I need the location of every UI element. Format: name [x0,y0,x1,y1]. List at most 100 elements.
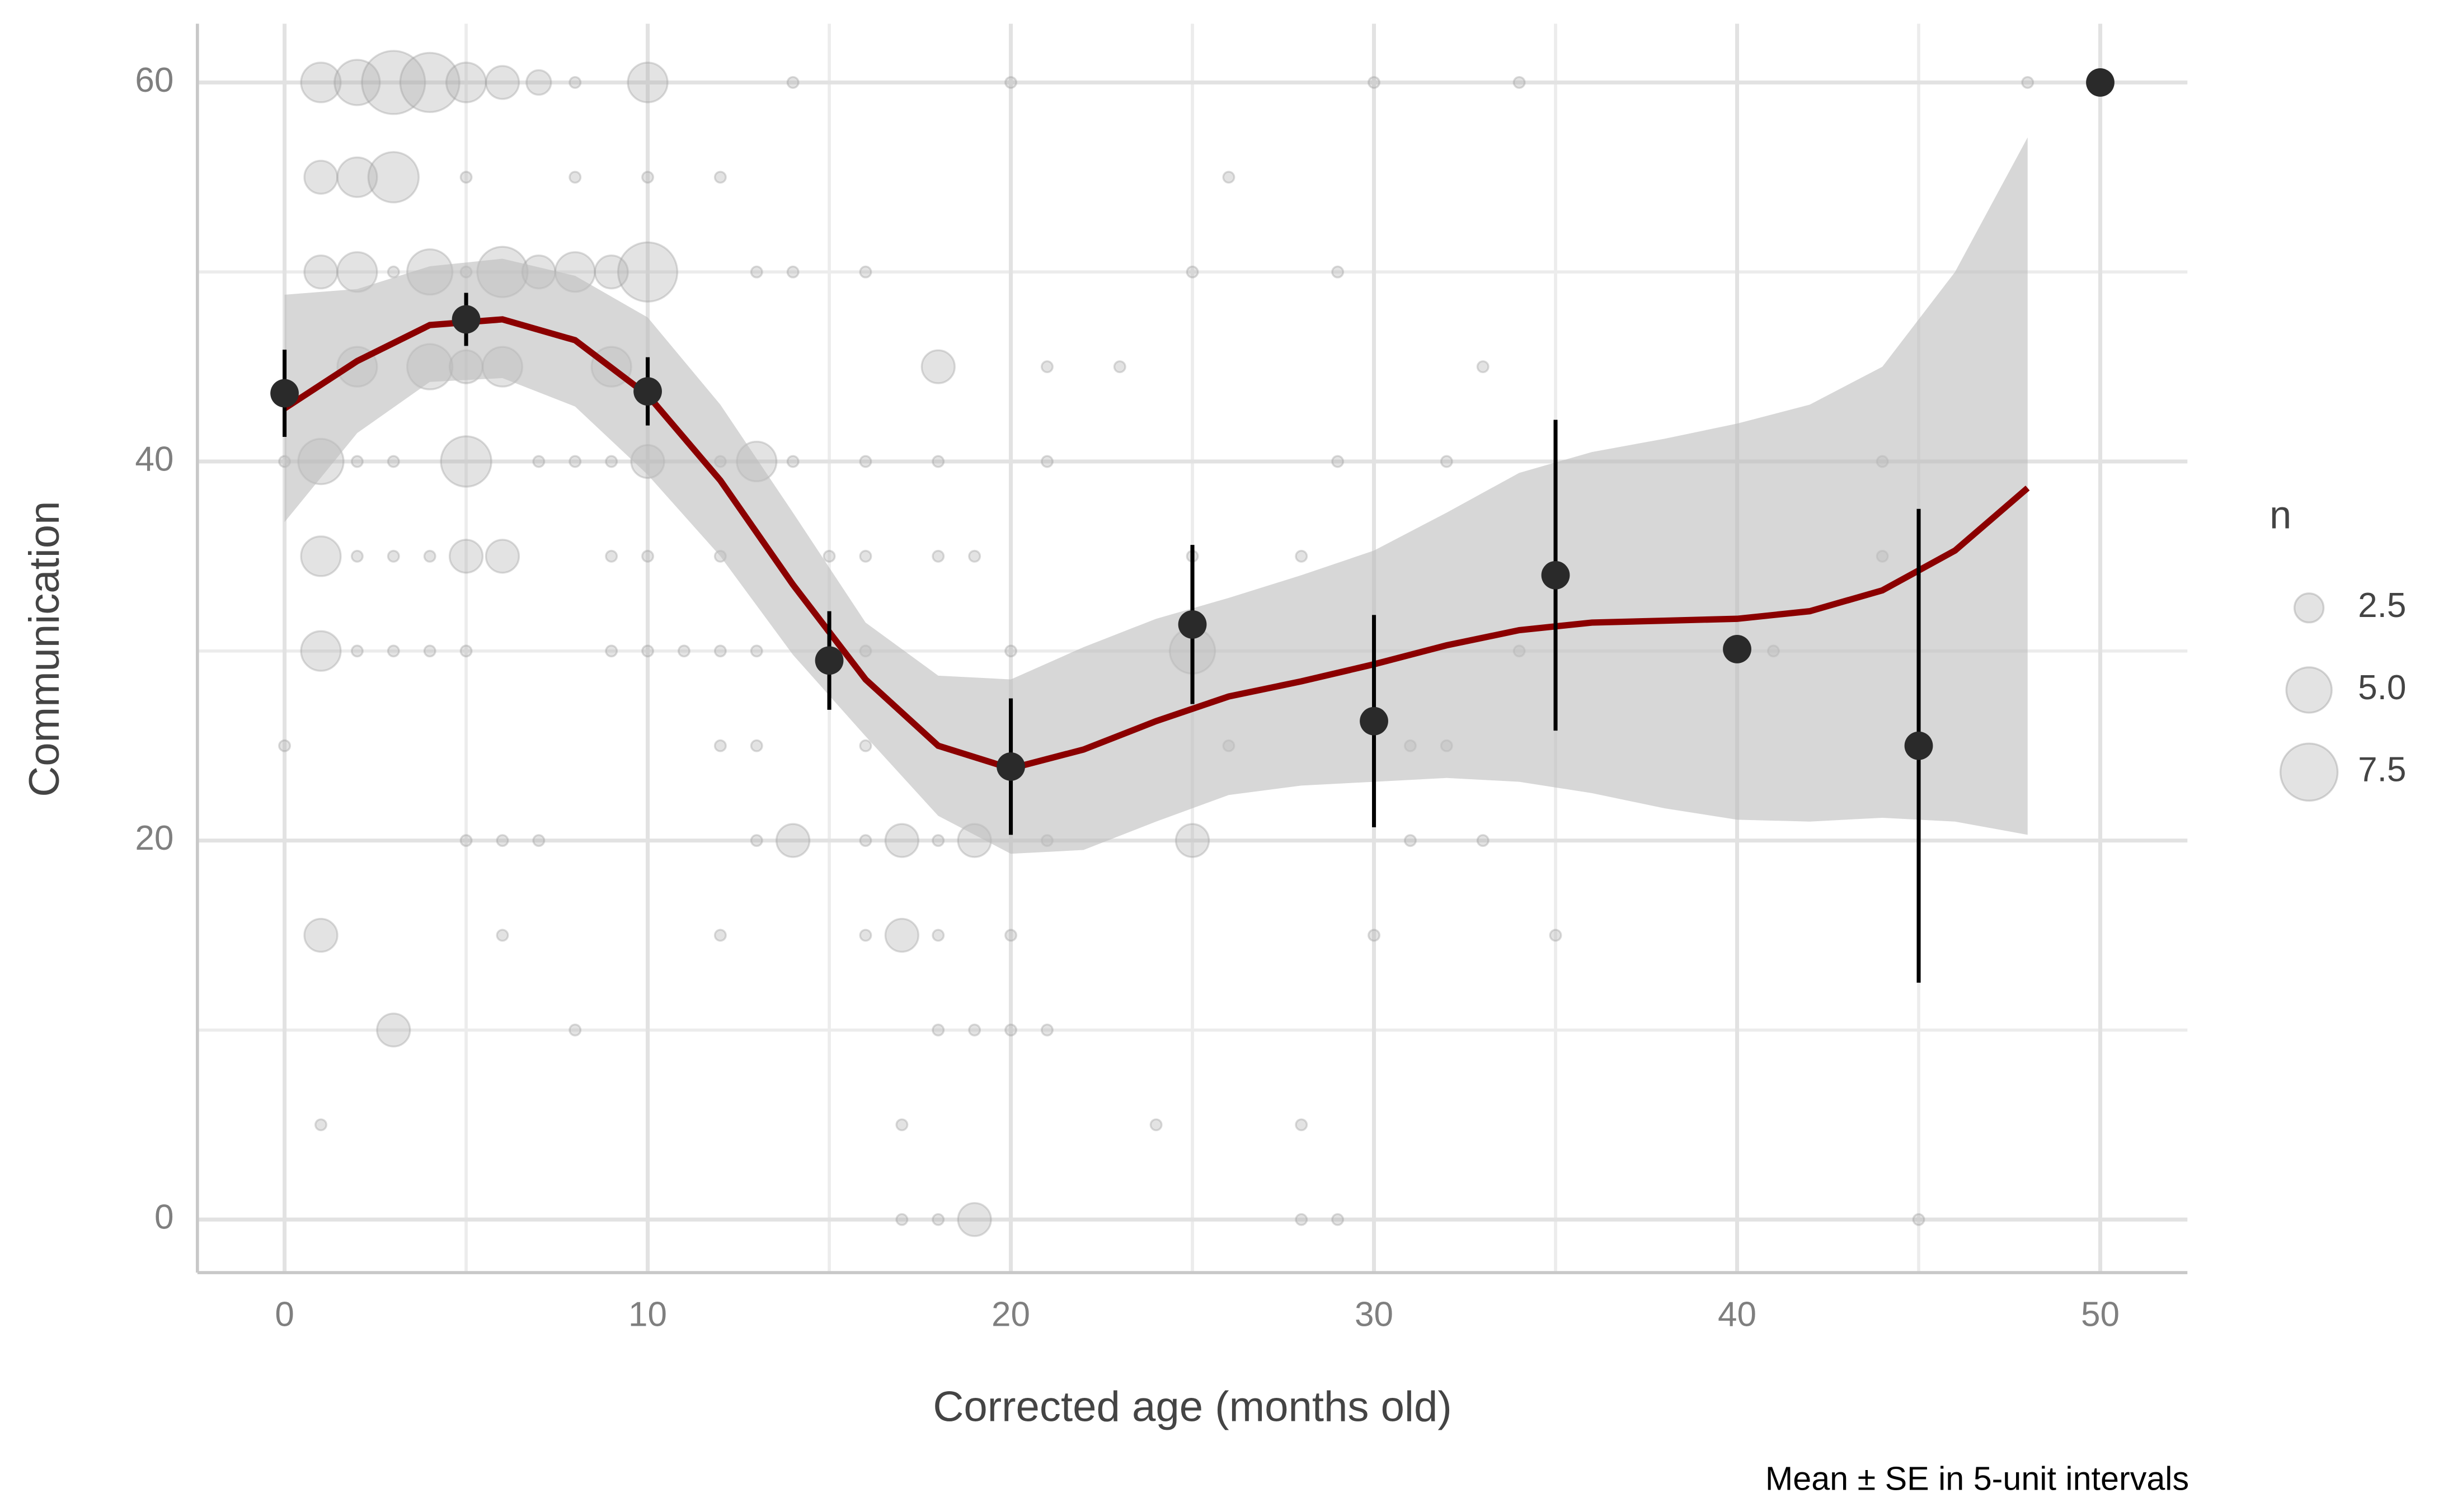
data-point [1186,265,1199,279]
data-point [350,549,364,563]
data-point [1174,823,1210,858]
data-point [376,1012,411,1048]
data-point [1295,1118,1308,1132]
data-point [440,435,492,488]
data-point [1113,360,1126,374]
data-point [713,929,727,942]
data-point [920,349,956,384]
data-point [1004,929,1018,942]
data-point [459,171,473,184]
data-point [387,265,400,279]
data-point [713,171,727,184]
data-point [350,644,364,658]
data-point [423,549,436,563]
caption: Mean ± SE in 5-unit intervals [1765,1459,2189,1497]
data-point [786,265,800,279]
x-tick-label: 30 [1355,1295,1393,1334]
mean-point [997,752,1025,781]
data-point [1403,834,1417,847]
data-point [303,255,339,290]
mean-point [270,379,299,408]
data-point [445,62,487,103]
data-point [1440,455,1453,468]
data-point [932,1023,945,1037]
data-point [303,159,339,195]
data-point [568,76,582,89]
data-point [459,834,473,847]
data-point [750,644,763,658]
data-point [568,1023,582,1037]
confidence-band [284,137,2028,854]
mean-point [452,305,481,334]
data-point [968,549,981,563]
data-point [1368,76,1381,89]
data-point [1222,171,1235,184]
legend-title: n [2270,492,2291,536]
legend-label: 2.5 [2358,586,2406,625]
data-point [932,1213,945,1226]
legend-key [2285,666,2333,714]
data-point [641,171,655,184]
x-tick-label: 20 [992,1295,1030,1334]
data-point [713,644,727,658]
data-point [1040,360,1054,374]
data-point [303,917,339,953]
x-tick-label: 10 [628,1295,667,1334]
data-point [278,739,292,752]
data-point [525,69,552,96]
data-point [859,549,872,563]
data-point [448,539,484,574]
data-point [1331,455,1345,468]
data-point [568,455,582,468]
data-point [485,539,520,574]
data-point [968,1023,981,1037]
y-tick-label: 40 [135,440,173,478]
data-point [884,823,920,858]
data-point [823,549,836,563]
x-tick-label: 50 [2081,1295,2120,1334]
data-point [859,455,872,468]
data-point [932,549,945,563]
data-point [1912,1213,1925,1226]
legend-label: 7.5 [2358,751,2406,789]
data-point [750,834,763,847]
data-point [1368,929,1381,942]
data-point [350,455,364,468]
data-point [1004,644,1018,658]
mean-point [1178,610,1207,639]
data-point [932,455,945,468]
data-point [895,1118,909,1132]
mean-point [1360,706,1388,736]
data-point [750,739,763,752]
x-tick-label: 40 [1718,1295,1756,1334]
data-point [399,51,461,114]
data-point [750,265,763,279]
data-point [1476,834,1490,847]
data-point [932,834,945,847]
data-point [957,1202,992,1237]
data-point [336,156,378,198]
data-point [333,59,381,106]
data-point [713,739,727,752]
mean-point [1904,731,1933,760]
data-point [387,455,400,468]
data-point [1331,1213,1345,1226]
data-point [1476,360,1490,374]
y-tick-label: 0 [154,1198,174,1237]
data-point [1295,1213,1308,1226]
x-axis-title: Corrected age (months old) [933,1383,1451,1431]
data-point [859,834,872,847]
mean-point [1723,635,1751,663]
data-point [532,834,546,847]
data-point [677,644,690,658]
data-point [617,241,679,303]
data-point [605,644,618,658]
data-point [605,549,618,563]
data-point [641,549,655,563]
data-point [459,644,473,658]
data-point [387,549,400,563]
data-point [367,151,420,204]
data-point [859,929,872,942]
